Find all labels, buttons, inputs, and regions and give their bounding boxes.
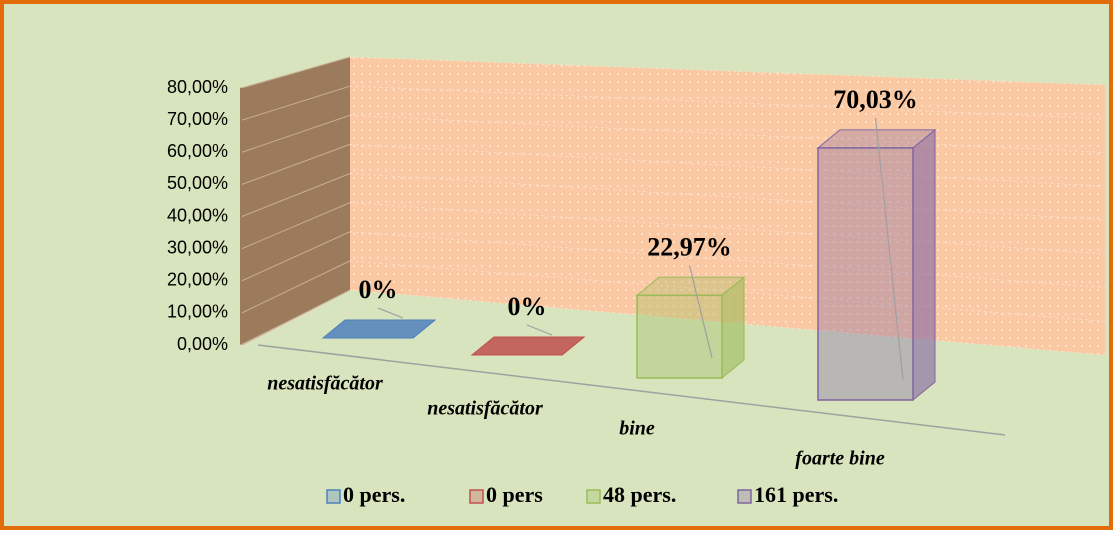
leader-line — [377, 307, 404, 319]
bar — [817, 147, 914, 401]
value-label: 0% — [359, 275, 398, 304]
leader-line — [526, 324, 553, 336]
legend-swatch — [469, 489, 484, 504]
grid-line — [241, 173, 351, 217]
legend-label: 0 pers. — [343, 482, 405, 507]
floor-edge — [257, 344, 1006, 436]
y-tick-label: 40,00% — [167, 205, 228, 225]
x-tick-label: bine — [619, 418, 655, 440]
legend-label: 161 pers. — [754, 482, 838, 507]
value-label: 70,03% — [833, 85, 918, 114]
grid-line — [241, 114, 351, 153]
grid-line — [241, 289, 351, 346]
y-tick-label: 60,00% — [167, 141, 228, 161]
grid-line — [241, 85, 351, 121]
leader-line — [874, 117, 904, 381]
bar-side — [912, 128, 936, 402]
x-tick-label: foarte bine — [795, 448, 885, 470]
leader-line — [688, 265, 713, 359]
side-wall — [240, 57, 350, 345]
y-tick-label: 50,00% — [167, 173, 228, 193]
grid-line — [241, 56, 351, 89]
legend-label: 48 pers. — [603, 482, 676, 507]
grid-line — [241, 202, 351, 250]
value-label: 0% — [508, 292, 547, 321]
grid-line — [349, 231, 1106, 288]
grid-line — [241, 231, 351, 282]
value-label: 22,97% — [647, 232, 732, 261]
legend-label: 0 pers — [486, 482, 543, 507]
grid-line — [241, 143, 351, 185]
grid-line — [349, 143, 1106, 187]
bar — [636, 294, 723, 379]
legend-swatch — [326, 489, 341, 504]
y-tick-label: 20,00% — [167, 270, 228, 290]
x-tick-label: nesatisfăcător — [267, 373, 383, 395]
grid-line — [241, 260, 351, 314]
y-tick-label: 70,00% — [167, 109, 228, 129]
legend-swatch — [737, 489, 752, 504]
y-tick-label: 10,00% — [167, 302, 228, 322]
y-tick-label: 80,00% — [167, 77, 228, 97]
grid-line — [349, 202, 1106, 255]
x-tick-label: nesatisfăcător — [427, 398, 543, 420]
y-tick-label: 30,00% — [167, 237, 228, 257]
bar-top — [470, 336, 586, 356]
legend-swatch — [586, 489, 601, 504]
y-tick-label: 0,00% — [177, 334, 228, 354]
grid-line — [349, 173, 1106, 221]
bar-top — [321, 319, 437, 339]
